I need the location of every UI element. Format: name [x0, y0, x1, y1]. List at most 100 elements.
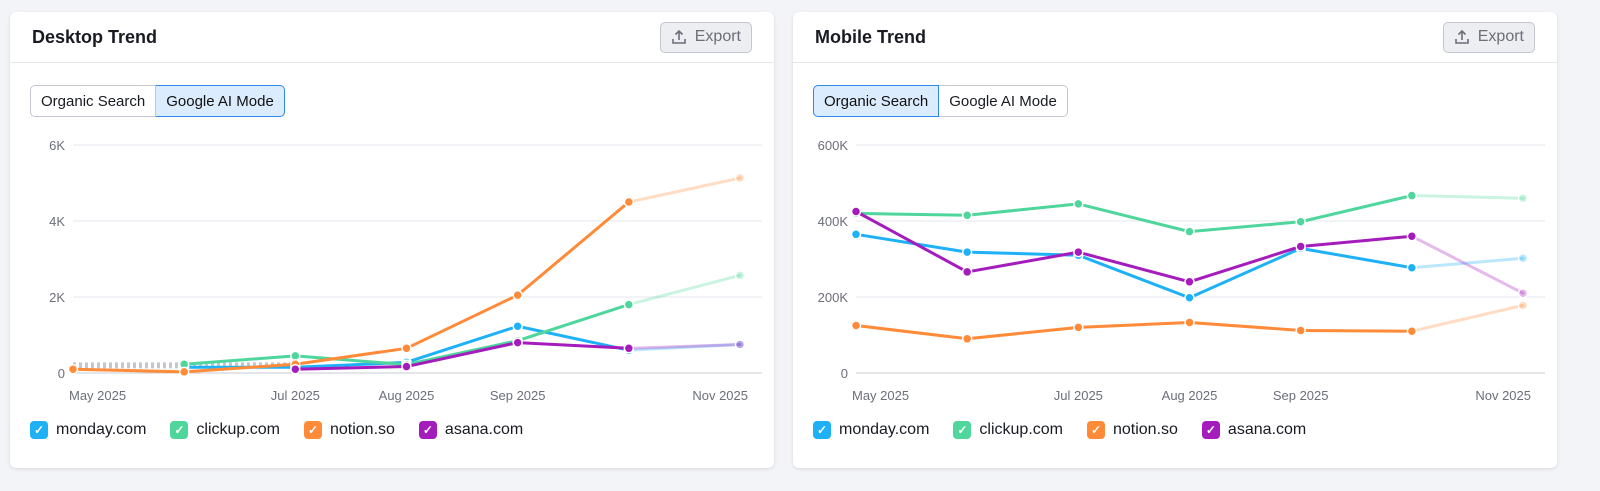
data-point-asana.com — [290, 363, 301, 375]
legend-item[interactable]: ✓ notion.so — [303, 421, 395, 439]
legend-item[interactable]: ✓ monday.com — [813, 421, 929, 439]
series-segment-clickup.com — [854, 211, 969, 217]
checkbox-checked-icon[interactable]: ✓ — [418, 421, 437, 439]
data-point-asana.com — [961, 266, 973, 278]
series-segment-notion.so — [965, 325, 1080, 341]
series-segment-notion.so — [1076, 320, 1191, 329]
checkbox-checked-icon[interactable]: ✓ — [1086, 421, 1105, 439]
checkbox-checked-icon[interactable]: ✓ — [303, 421, 322, 439]
legend: ✓ monday.com ✓ clickup.com ✓ notion.so ✓ asana.… — [30, 421, 523, 439]
x-tick-label: Sep 2025 — [1273, 388, 1329, 403]
series-segment-clickup.com — [965, 202, 1080, 217]
toggle-organic-search[interactable]: Organic Search — [30, 85, 157, 117]
series-segment-notion.so — [182, 362, 297, 374]
series-segment-clickup.com — [516, 303, 631, 343]
x-tick-label: May 2025 — [852, 388, 909, 403]
series-segment-notion.so — [627, 176, 742, 204]
series-segment-clickup.com — [1410, 194, 1525, 200]
series-segment-asana.com — [1076, 250, 1191, 284]
card-header: Mobile Trend Export — [793, 12, 1557, 63]
series-segment-asana.com — [1299, 234, 1414, 248]
toggle-google-ai-mode[interactable]: Google AI Mode — [156, 85, 285, 117]
data-point-notion.so — [178, 366, 190, 378]
data-point-notion.so — [512, 289, 523, 301]
desktop-trend-card: Desktop Trend Export Organic Search Googl… — [10, 12, 774, 468]
series-segment-notion.so — [854, 324, 969, 341]
data-point-clickup.com — [1073, 198, 1084, 210]
data-point-asana.com — [1073, 246, 1084, 258]
data-point-asana.com — [1295, 241, 1306, 252]
series-segment-asana.com — [854, 210, 969, 274]
data-point-monday.com — [1406, 262, 1418, 273]
series-segment-clickup.com — [1188, 220, 1303, 234]
data-point-clickup.com — [623, 299, 635, 310]
upload-icon — [1454, 29, 1469, 44]
series-segment-notion.so — [293, 346, 408, 366]
data-point-notion.so — [734, 172, 746, 184]
series-segment-clickup.com — [405, 339, 520, 367]
legend-item[interactable]: ✓ clickup.com — [953, 421, 1063, 439]
series-segment-monday.com — [1410, 256, 1525, 270]
series-segment-asana.com — [1410, 234, 1525, 295]
data-point-clickup.com — [734, 270, 746, 281]
series-segment-clickup.com — [1299, 194, 1414, 224]
toggle-google-ai-mode[interactable]: Google AI Mode — [939, 85, 1068, 117]
series-segment-notion.so — [405, 293, 520, 350]
series-segment-asana.com — [516, 341, 631, 350]
series-segment-notion.so — [1299, 328, 1414, 333]
y-tick-label: 2K — [49, 290, 65, 305]
y-tick-label: 0 — [841, 366, 848, 381]
card-header: Desktop Trend Export — [10, 12, 774, 63]
data-point-notion.so — [67, 363, 79, 375]
series-segment-clickup.com — [293, 354, 408, 367]
checkbox-checked-icon[interactable]: ✓ — [1201, 421, 1220, 439]
x-tick-label: Nov 2025 — [692, 388, 748, 403]
toggle-organic-search[interactable]: Organic Search — [813, 85, 940, 117]
data-point-monday.com — [1184, 292, 1195, 304]
series-segment-monday.com — [627, 343, 742, 352]
legend-item[interactable]: ✓ notion.so — [1086, 421, 1178, 439]
series-segment-monday.com — [1188, 246, 1303, 300]
legend-item[interactable]: ✓ clickup.com — [170, 421, 280, 439]
series-segment-asana.com — [293, 365, 408, 371]
y-tick-label: 400K — [818, 214, 849, 229]
data-point-clickup.com — [1517, 192, 1529, 204]
data-point-notion.so — [961, 333, 973, 345]
legend-item[interactable]: ✓ asana.com — [418, 421, 523, 439]
x-tick-label: May 2025 — [69, 388, 126, 403]
checkbox-checked-icon[interactable]: ✓ — [170, 421, 189, 439]
series-segment-clickup.com — [627, 273, 742, 307]
checkbox-checked-icon[interactable]: ✓ — [813, 421, 831, 439]
data-point-asana.com — [401, 361, 412, 372]
series-segment-monday.com — [405, 324, 520, 364]
x-tick-label: Aug 2025 — [1162, 388, 1218, 403]
legend-item[interactable]: ✓ asana.com — [1201, 421, 1306, 439]
checkbox-checked-icon[interactable]: ✓ — [953, 421, 972, 439]
line-chart: 0 2K 4K 6K May 2025 Jul 2025 Aug 2025 Sep 2025 N… — [49, 138, 762, 403]
data-point-clickup.com — [961, 210, 973, 221]
data-point-asana.com — [734, 339, 746, 350]
series-segment-asana.com — [1188, 244, 1303, 284]
data-point-clickup.com — [1406, 190, 1418, 201]
y-tick-label: 4K — [49, 214, 65, 229]
legend-item[interactable]: ✓ monday.com — [30, 421, 146, 439]
y-tick-label: 0 — [58, 366, 65, 381]
export-button[interactable]: Export — [1442, 21, 1535, 53]
series-segment-clickup.com — [182, 354, 297, 366]
data-point-monday.com — [961, 246, 973, 258]
data-point-notion.so — [623, 196, 635, 208]
checkbox-checked-icon[interactable]: ✓ — [30, 421, 48, 439]
mobile-trend-card: Mobile Trend Export Organic Search Google… — [793, 12, 1557, 468]
data-point-asana.com — [850, 206, 862, 217]
x-tick-label: Nov 2025 — [1475, 388, 1531, 403]
data-point-notion.so — [1406, 325, 1418, 337]
series-segment-asana.com — [965, 250, 1080, 274]
data-point-clickup.com — [1295, 216, 1306, 228]
export-button[interactable]: Export — [659, 21, 752, 53]
data-point-asana.com — [1184, 276, 1195, 288]
series-segment-notion.so — [1188, 320, 1303, 332]
data-point-notion.so — [1295, 325, 1306, 336]
source-toggle: Organic Search Google AI Mode — [30, 85, 285, 117]
data-point-asana.com — [512, 337, 523, 348]
card-title: Desktop Trend — [32, 26, 158, 47]
